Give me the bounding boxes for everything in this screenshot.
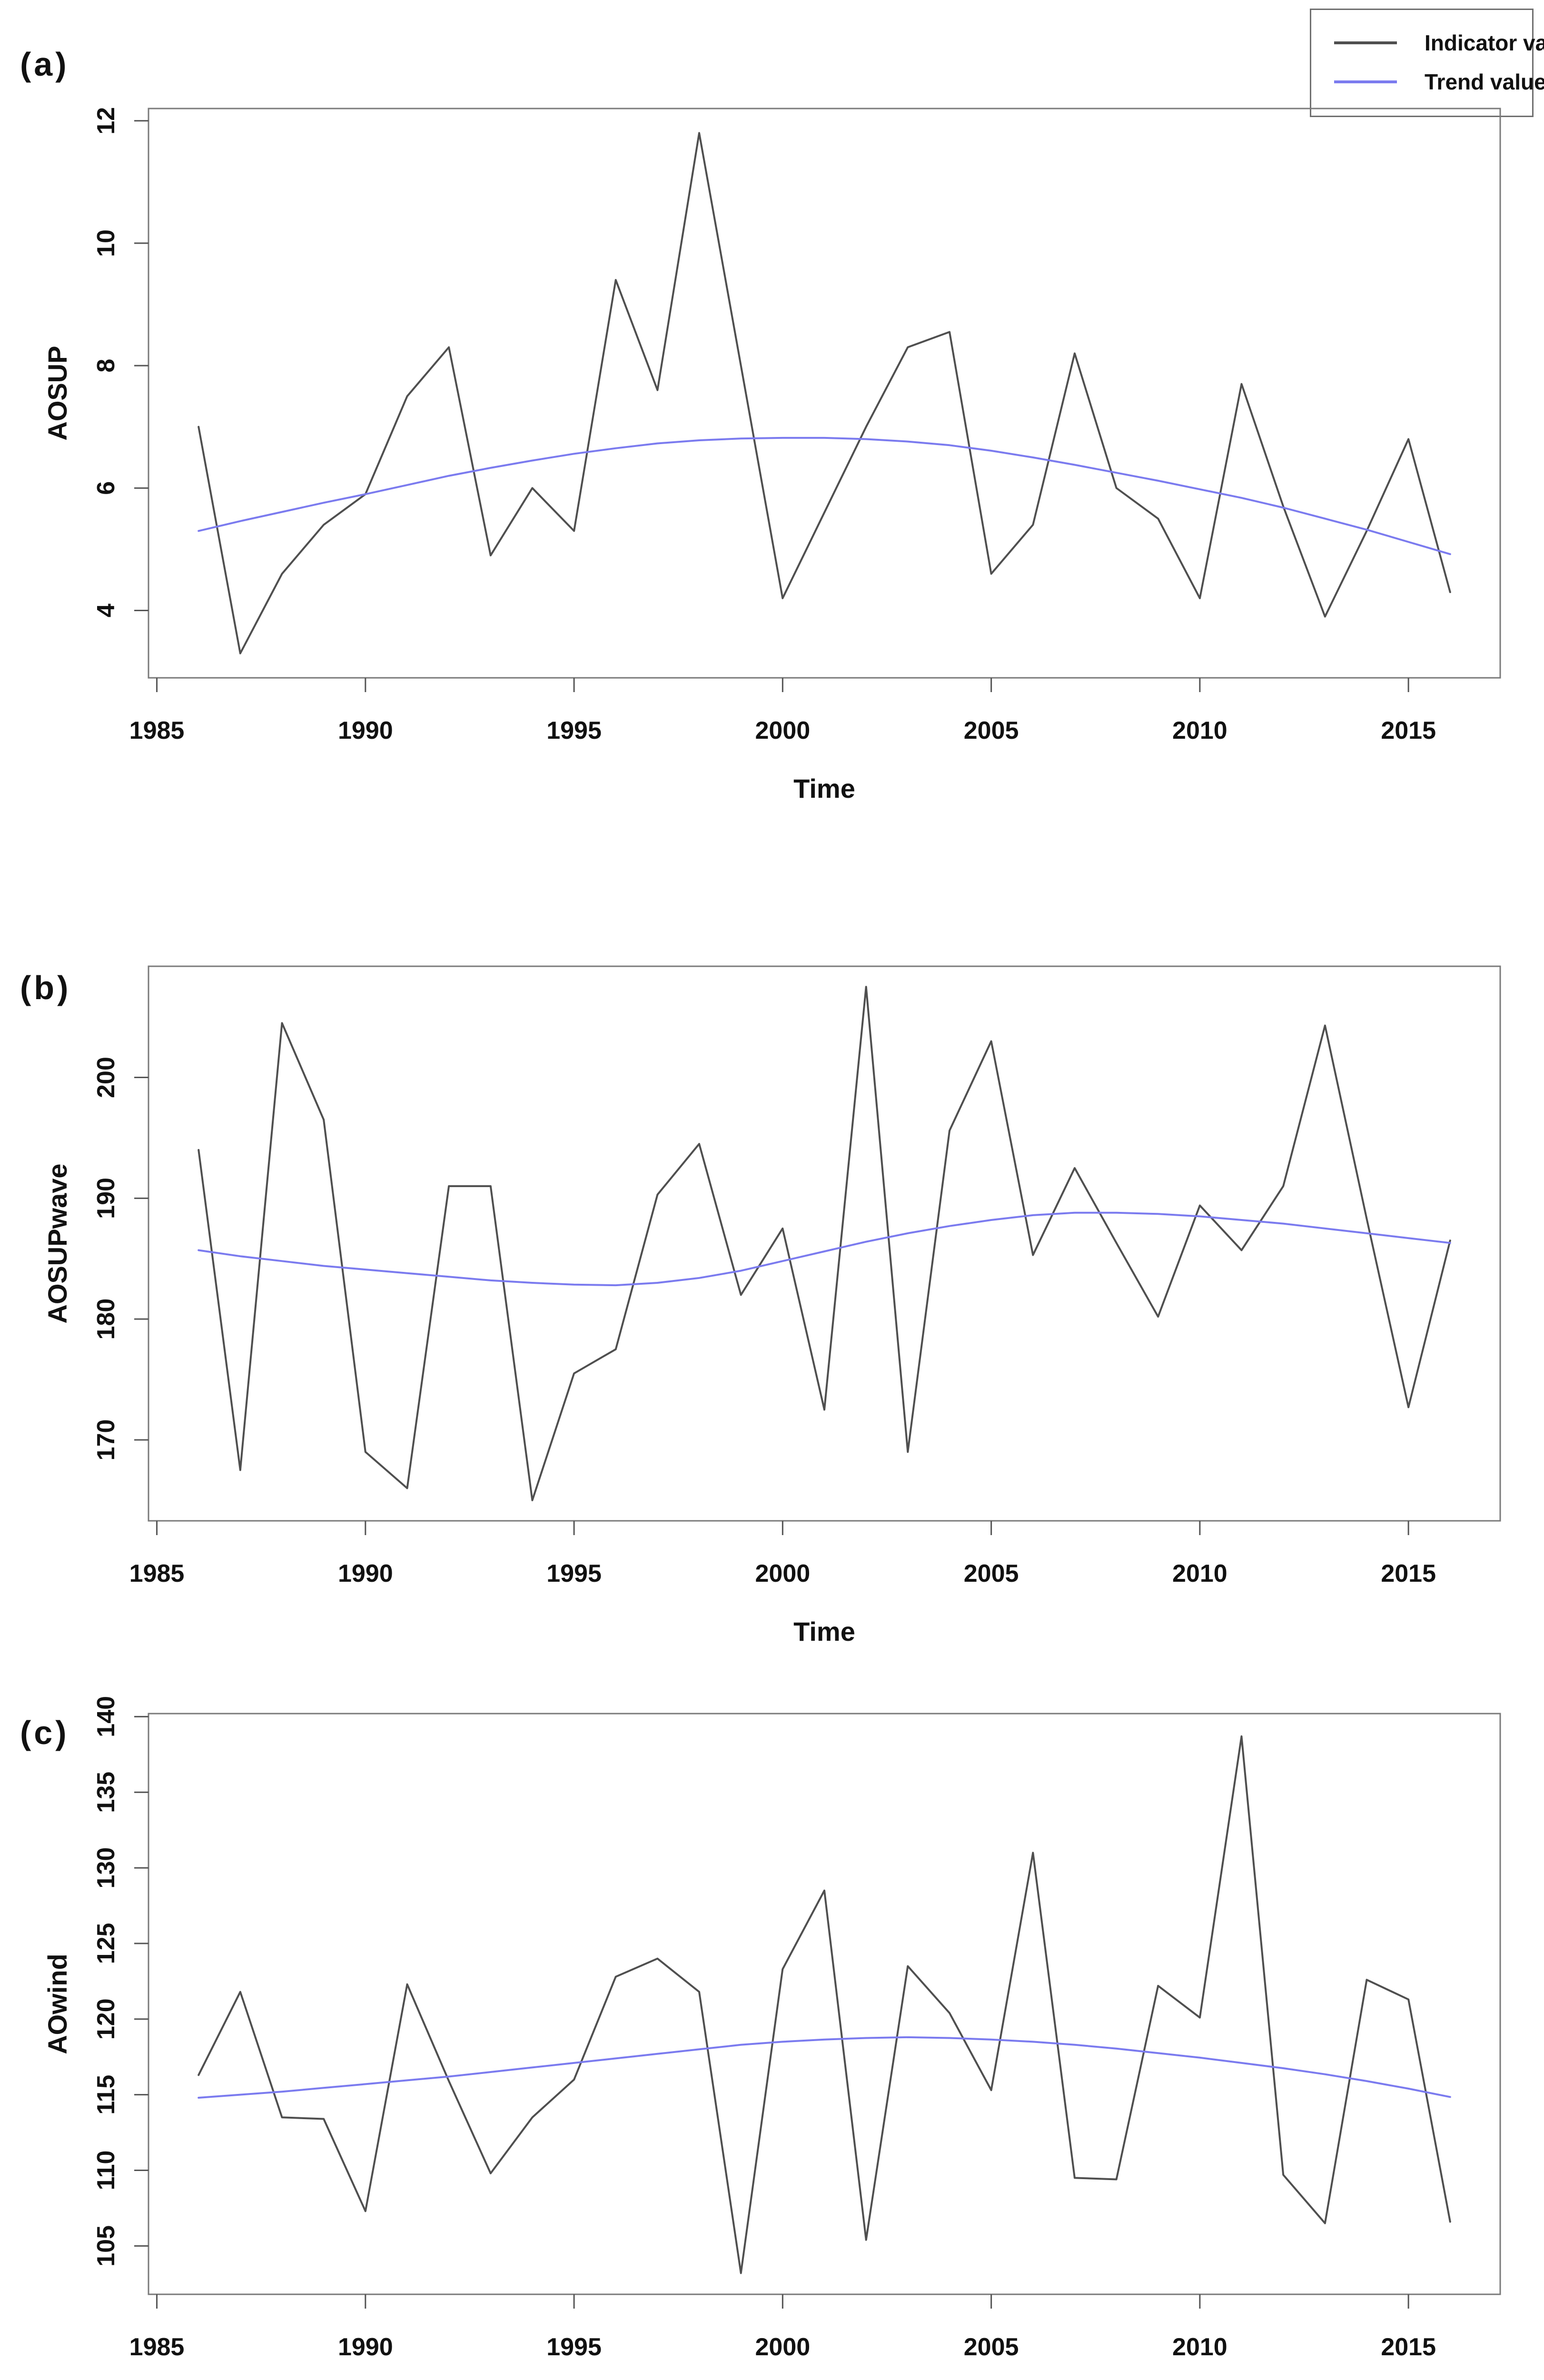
y-tick-label: 180 <box>92 1299 120 1340</box>
trend-series-line <box>198 436 1451 555</box>
chart-b-plot: 1985 1990 1995 2000 2005 2010 2015 170 180 190 200… <box>42 965 1501 1646</box>
indicator-series-line <box>198 132 1451 654</box>
chart-c-plot: 1985 1990 1995 2000 2005 2010 2015 105 110 115 120… <box>42 1696 1501 2361</box>
x-tick-label: 2000 <box>755 2333 811 2361</box>
legend: Indicator value Trend value <box>1310 9 1544 117</box>
y-tick-label: 120 <box>92 1998 120 2040</box>
y-tick-label: 135 <box>92 1772 120 1813</box>
x-tick-label: 1985 <box>129 2333 185 2361</box>
y-tick-label: 190 <box>92 1178 120 1219</box>
panel-label-c: (c) <box>20 1714 69 1751</box>
y-tick-label: 4 <box>92 604 120 617</box>
x-tick-label: 1990 <box>338 717 393 744</box>
trend-line-sample-icon <box>1334 80 1397 83</box>
y-tick-label: 170 <box>92 1419 120 1461</box>
y-tick-label: 200 <box>92 1057 120 1098</box>
x-tick-label: 1995 <box>546 717 602 744</box>
y-axis-title: AOwind <box>42 1954 72 2054</box>
x-axis-title: Time <box>793 1616 855 1646</box>
x-tick-label: 2005 <box>964 1560 1019 1587</box>
y-tick-label: 130 <box>92 1847 120 1889</box>
x-tick-label: 2010 <box>1172 2333 1227 2361</box>
x-axis-title: Time <box>793 774 855 803</box>
x-tick-label: 2000 <box>755 1560 811 1587</box>
y-tick-label: 10 <box>92 229 120 257</box>
y-tick-label: 115 <box>92 2075 120 2115</box>
indicator-line-sample-icon <box>1334 41 1397 44</box>
legend-label-indicator: Indicator value <box>1425 30 1544 55</box>
chart-a-section: (a) 1985 1990 1995 2000 2005 2010 2015 4 6 8 10 12 T… <box>0 0 1544 816</box>
plot-box <box>148 965 1501 1522</box>
trend-series-line <box>198 2036 1451 2099</box>
x-tick-label: 2015 <box>1381 2333 1436 2361</box>
x-tick-label: 2010 <box>1172 1560 1227 1587</box>
legend-item-trend: Trend value <box>1334 62 1544 101</box>
plot-box <box>148 1713 1501 2295</box>
chart-c-section: (c) 1985 1990 1995 2000 2005 2010 2015 105 110 11… <box>0 1652 1544 2380</box>
x-tick-label: 1990 <box>338 2333 393 2361</box>
y-tick-label: 125 <box>92 1923 120 1964</box>
y-tick-label: 105 <box>92 2225 120 2267</box>
x-tick-label: 1985 <box>129 1560 185 1587</box>
y-axis-title: AOSUP <box>42 346 72 440</box>
x-tick-label: 2015 <box>1381 1560 1436 1587</box>
panel-label-a: (a) <box>20 46 69 83</box>
plot-box <box>148 108 1501 679</box>
x-tick-label: 2000 <box>755 717 811 744</box>
x-tick-label: 1995 <box>546 1560 602 1587</box>
chart-b-section: (b) 1985 1990 1995 2000 2005 2010 2015 170 180 19… <box>0 919 1544 1656</box>
y-tick-label: 6 <box>92 481 120 495</box>
indicator-series-line <box>198 986 1451 1501</box>
legend-item-indicator: Indicator value <box>1334 23 1544 62</box>
x-tick-label: 2005 <box>964 717 1019 744</box>
chart-a-plot: 1985 1990 1995 2000 2005 2010 2015 4 6 8 10 12 Time A… <box>42 107 1501 803</box>
panel-label-b: (b) <box>20 969 71 1006</box>
indicator-series-line <box>198 1735 1451 2274</box>
x-tick-label: 2010 <box>1172 717 1227 744</box>
x-tick-label: 2015 <box>1381 717 1436 744</box>
x-tick-label: 1985 <box>129 717 185 744</box>
y-tick-label: 12 <box>92 107 120 135</box>
y-tick-label: 110 <box>92 2151 120 2191</box>
legend-label-trend: Trend value <box>1425 69 1544 94</box>
y-tick-label: 140 <box>92 1696 120 1737</box>
trend-series-line <box>198 1211 1451 1287</box>
y-tick-label: 8 <box>92 359 120 373</box>
x-tick-label: 1990 <box>338 1560 393 1587</box>
y-axis-title: AOSUPwave <box>42 1163 72 1323</box>
x-tick-label: 2005 <box>964 2333 1019 2361</box>
x-tick-label: 1995 <box>546 2333 602 2361</box>
